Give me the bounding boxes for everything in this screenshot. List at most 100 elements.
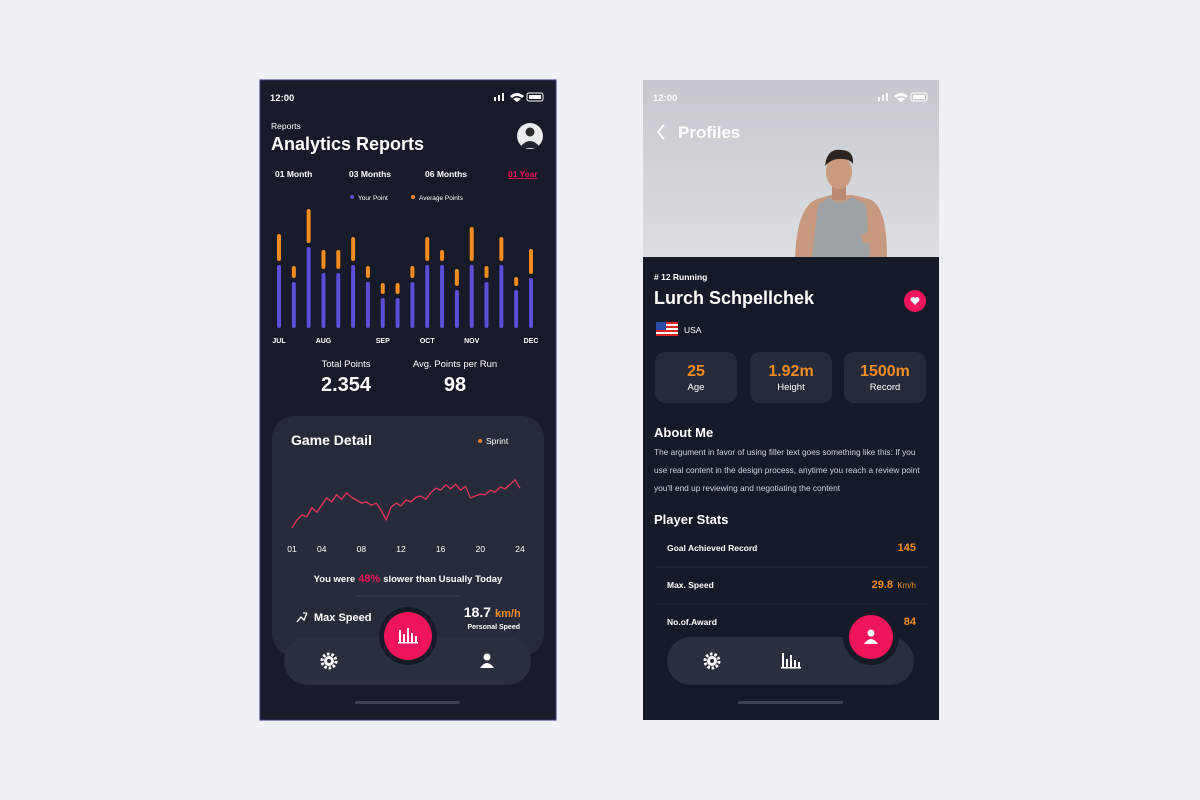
x-tick-label: 16 xyxy=(436,544,446,554)
stat-card xyxy=(750,352,832,403)
avatar[interactable] xyxy=(517,123,543,149)
bar xyxy=(410,282,415,328)
stat-card xyxy=(844,352,926,403)
bar xyxy=(351,237,356,261)
x-tick-label: SEP xyxy=(376,338,390,345)
period-tab[interactable]: 03 Months xyxy=(349,169,391,179)
legend-label: Average Points xyxy=(419,195,464,202)
back-button[interactable] xyxy=(656,124,665,140)
nav-profile-icon xyxy=(867,629,875,637)
bar xyxy=(336,250,341,269)
stat-row-value: 145 xyxy=(898,542,916,554)
period-tab[interactable]: 01 Month xyxy=(275,169,312,179)
bar xyxy=(336,273,341,328)
comparison-suffix: slower than Usually Today xyxy=(383,574,503,585)
status-time: 12:00 xyxy=(270,93,294,104)
status-icons xyxy=(494,92,544,102)
section-title: Player Stats xyxy=(654,512,728,527)
bar xyxy=(321,250,326,269)
stat-card xyxy=(655,352,737,403)
bar xyxy=(425,237,430,261)
x-tick-label: 01 xyxy=(287,544,297,554)
favorite-button[interactable] xyxy=(904,290,926,312)
x-tick-label: 12 xyxy=(396,544,406,554)
stat-row-label: No.of.Award xyxy=(667,617,717,627)
period-tab[interactable]: 01 Year xyxy=(508,169,538,179)
bar xyxy=(484,282,489,328)
stat-row-label: Max. Speed xyxy=(667,580,714,590)
speed-value: 18.7 xyxy=(464,604,491,620)
nav-reports[interactable] xyxy=(781,653,801,669)
stat-value: 1500m xyxy=(860,363,910,380)
bar xyxy=(440,250,445,261)
legend-swatch xyxy=(411,195,415,199)
nav-profile-button xyxy=(849,615,893,659)
status-icons xyxy=(878,92,928,102)
home-indicator xyxy=(355,701,460,704)
bar xyxy=(425,265,430,328)
screen-title: Profiles xyxy=(678,123,740,142)
summary-label: Total Points xyxy=(321,359,370,370)
screen-title: Analytics Reports xyxy=(271,134,424,154)
bar xyxy=(499,265,504,328)
x-tick-label: JUL xyxy=(272,338,286,345)
nav-settings[interactable] xyxy=(320,652,338,670)
bar xyxy=(365,282,370,328)
stat-value: 25 xyxy=(687,363,705,380)
legend-swatch xyxy=(478,439,482,443)
bar xyxy=(454,290,459,328)
profile-photo xyxy=(643,80,939,257)
bar xyxy=(395,298,400,328)
speed-unit: km/h xyxy=(495,608,521,620)
stat-label: Height xyxy=(777,382,805,393)
bar xyxy=(277,265,281,328)
legend-label: Sprint xyxy=(486,436,509,446)
bar xyxy=(514,277,519,286)
bar xyxy=(306,247,311,328)
about-text: use real content in the design process, … xyxy=(654,465,920,475)
game-detail-card xyxy=(272,416,544,656)
rank: # 12 Running xyxy=(654,272,707,282)
stat-row-label: Goal Achieved Record xyxy=(667,543,757,553)
summary-value: 2.354 xyxy=(321,374,372,396)
bar xyxy=(484,266,489,278)
bar xyxy=(454,269,459,286)
speed-caption: Personal Speed xyxy=(467,624,520,631)
summary-label: Avg. Points per Run xyxy=(413,359,497,370)
speed-label: Max Speed xyxy=(314,612,371,624)
nav-settings[interactable] xyxy=(703,652,721,670)
bar xyxy=(277,234,281,261)
bar xyxy=(306,209,311,243)
bar xyxy=(469,227,474,261)
x-tick-label: DEC xyxy=(524,338,539,345)
nav-profile[interactable] xyxy=(843,609,899,665)
flag xyxy=(656,322,678,336)
summary-value: 98 xyxy=(444,374,466,396)
comparison-text: You were 48% slower than Usually Today xyxy=(314,573,503,585)
section-title: About Me xyxy=(654,425,713,440)
player-name: Lurch Schpellchek xyxy=(654,288,815,308)
stat-row-unit: Km/h xyxy=(897,581,916,590)
country: USA xyxy=(684,325,702,335)
stat-label: Record xyxy=(870,382,901,393)
comparison-highlight: 48% xyxy=(358,573,380,585)
nav-reports[interactable] xyxy=(379,607,437,665)
legend-label: Your Point xyxy=(358,195,388,202)
x-tick-label: AUG xyxy=(316,338,332,345)
bar xyxy=(440,265,445,328)
bar xyxy=(380,298,385,328)
bar xyxy=(351,265,356,328)
x-tick-label: 20 xyxy=(476,544,486,554)
breadcrumb: Reports xyxy=(271,121,301,131)
bar xyxy=(380,283,385,294)
bar xyxy=(514,290,519,328)
bar xyxy=(365,266,370,278)
about-text: The argument in favor of using filler te… xyxy=(654,447,916,457)
bar xyxy=(321,273,326,328)
nav-profile[interactable] xyxy=(480,653,494,669)
x-tick-label: OCT xyxy=(420,338,436,345)
x-tick-label: 24 xyxy=(515,544,525,554)
period-tab[interactable]: 06 Months xyxy=(425,169,467,179)
bar xyxy=(395,283,400,294)
